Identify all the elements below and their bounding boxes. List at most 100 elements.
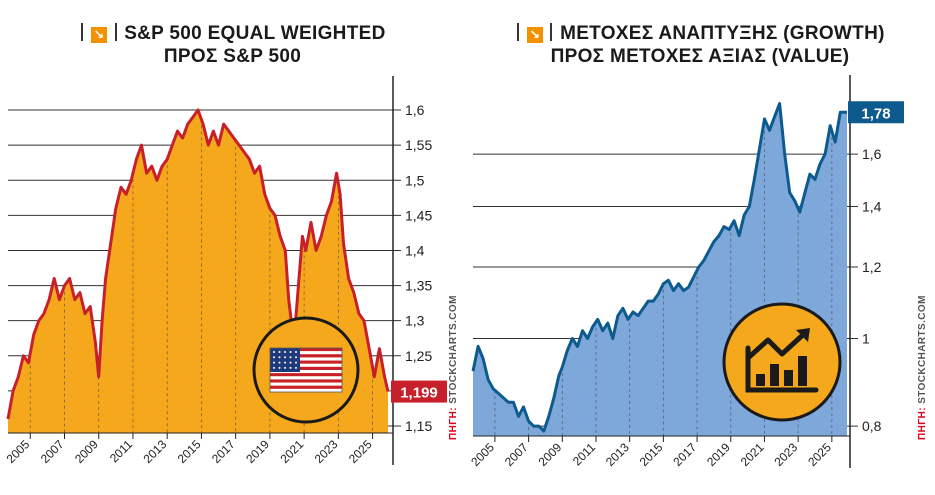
flag-star <box>273 366 275 369</box>
flag-star <box>295 351 297 353</box>
last-value-box <box>391 380 447 403</box>
right-source-prefix: ΠΗΓΗ: <box>917 406 928 440</box>
flag-stripe-white <box>270 388 342 392</box>
flag-stripe-red <box>270 373 342 377</box>
flag-stripe-red <box>270 385 342 389</box>
last-value-label: 1,199 <box>400 385 438 402</box>
x-tick-label: 2019 <box>704 440 733 469</box>
y-tick-label: 0,8 <box>862 418 882 434</box>
y-tick-label: 1,15 <box>405 418 432 434</box>
title-divider <box>550 23 553 41</box>
flag-star <box>278 361 281 364</box>
x-tick-label: 2021 <box>738 440 767 469</box>
icon-axes <box>745 345 819 393</box>
x-tick-label: 2021 <box>277 437 306 466</box>
icon-bar <box>756 374 765 386</box>
right-chart-title: ↘ ΜΕΤΟΧΕΣ ΑΝΑΠΤΥΞΗΣ (GROWTH) ΠΡΟΣ ΜΕΤΟΧΕ… <box>465 22 935 68</box>
flag-stripe-white <box>270 351 342 355</box>
y-tick-label: 1,35 <box>405 278 432 294</box>
flag-stripe-white <box>270 363 342 367</box>
y-tick-label: 1,45 <box>405 207 432 223</box>
x-tick-label: 2005 <box>4 437 33 466</box>
left-source-prefix: ΠΗΓΗ: <box>448 406 459 440</box>
x-tick-label: 2011 <box>107 437 135 465</box>
flag-stripe-red <box>270 379 342 383</box>
x-tick-label: 2007 <box>38 437 67 466</box>
flag-stripe-white <box>270 370 342 374</box>
title-divider <box>81 23 84 41</box>
y-tick-label: 1 <box>862 331 870 347</box>
icon-bar <box>798 356 807 386</box>
right-source-label: ΠΗΓΗ: STOCKCHARTS.COM <box>917 295 928 440</box>
icon-trend-line <box>745 329 809 361</box>
arrow-down-right-icon: ↘ <box>526 27 543 43</box>
y-tick-label: 1,4 <box>862 198 882 214</box>
flag-star <box>295 366 297 369</box>
icon-bar <box>784 370 793 386</box>
x-tick-label: 2023 <box>771 440 800 469</box>
flag-stripe-red <box>270 360 342 364</box>
x-tick-label: 2017 <box>670 440 699 469</box>
flag-star <box>284 356 286 359</box>
x-tick-label: 2013 <box>141 437 170 466</box>
right-chart-panel: ↘ ΜΕΤΟΧΕΣ ΑΝΑΠΤΥΞΗΣ (GROWTH) ΠΡΟΣ ΜΕΤΟΧΕ… <box>465 0 935 495</box>
title-divider <box>114 23 117 41</box>
flag-star <box>284 366 286 369</box>
right-title-line1: ΜΕΤΟΧΕΣ ΑΝΑΠΤΥΞΗΣ (GROWTH) <box>560 23 885 44</box>
medallion-circle <box>722 302 842 422</box>
right-source-name: STOCKCHARTS.COM <box>917 295 928 404</box>
series-line <box>471 102 847 433</box>
left-title-line2: ΠΡΟΣ S&P 500 <box>163 46 302 67</box>
y-tick-label: 1,3 <box>405 313 425 329</box>
last-value-label: 1,78 <box>861 105 890 122</box>
y-tick-label: 1,4 <box>405 242 425 258</box>
y-tick-label: 1,25 <box>405 348 432 364</box>
x-tick-label: 2009 <box>536 440 565 469</box>
left-title-line1: S&P 500 EQUAL WEIGHTED <box>124 23 386 44</box>
left-chart-title: ↘ S&P 500 EQUAL WEIGHTED ΠΡΟΣ S&P 500 <box>0 22 465 68</box>
x-tick-label: 2015 <box>175 437 204 466</box>
left-source-name: STOCKCHARTS.COM <box>448 295 459 404</box>
flag-star <box>273 361 275 364</box>
left-source-label: ΠΗΓΗ: STOCKCHARTS.COM <box>448 295 459 440</box>
flag-star <box>273 351 275 353</box>
left-chart-svg: 1,61,551,51,451,41,351,31,251,21,1520052… <box>4 76 447 466</box>
x-tick-label: 2015 <box>637 440 666 469</box>
icon-bar <box>770 364 779 386</box>
flag-stripe-white <box>270 357 342 361</box>
x-tick-label: 2011 <box>570 440 598 468</box>
x-tick-label: 2025 <box>805 440 834 469</box>
icon-arrow-head <box>796 328 810 342</box>
flag-border <box>269 347 343 393</box>
flag-star <box>278 366 281 369</box>
flag-stripe-red <box>270 348 342 352</box>
flag-star <box>295 356 297 359</box>
flag-star <box>289 356 292 359</box>
x-tick-label: 2005 <box>468 440 497 469</box>
right-title-line2: ΠΡΟΣ ΜΕΤΟΧΕΣ ΑΞΙΑΣ (VALUE) <box>550 46 850 67</box>
flag-star <box>289 361 292 364</box>
x-tick-label: 2025 <box>346 437 375 466</box>
x-tick-label: 2007 <box>502 440 531 469</box>
y-tick-label: 1,2 <box>862 259 882 275</box>
y-tick-label: 1,5 <box>405 172 425 188</box>
flag-star <box>278 356 281 359</box>
arrow-down-right-icon: ↘ <box>91 27 107 43</box>
title-divider <box>517 23 520 41</box>
x-tick-label: 2023 <box>312 437 341 466</box>
flag-star <box>284 361 286 364</box>
x-tick-label: 2013 <box>603 440 632 469</box>
left-chart-panel: ↘ S&P 500 EQUAL WEIGHTED ΠΡΟΣ S&P 500 1,… <box>0 0 465 495</box>
x-tick-label: 2017 <box>209 437 238 466</box>
us-flag-icon <box>252 316 360 424</box>
series-line <box>6 108 390 420</box>
y-tick-label: 1,6 <box>405 102 425 118</box>
flag-star <box>278 351 281 353</box>
flag-stripe-white <box>270 382 342 386</box>
flag-star <box>284 351 286 353</box>
flag-star <box>295 361 297 364</box>
flag-star <box>289 351 292 353</box>
growth-chart-icon <box>722 302 842 422</box>
last-value-box <box>848 101 904 124</box>
